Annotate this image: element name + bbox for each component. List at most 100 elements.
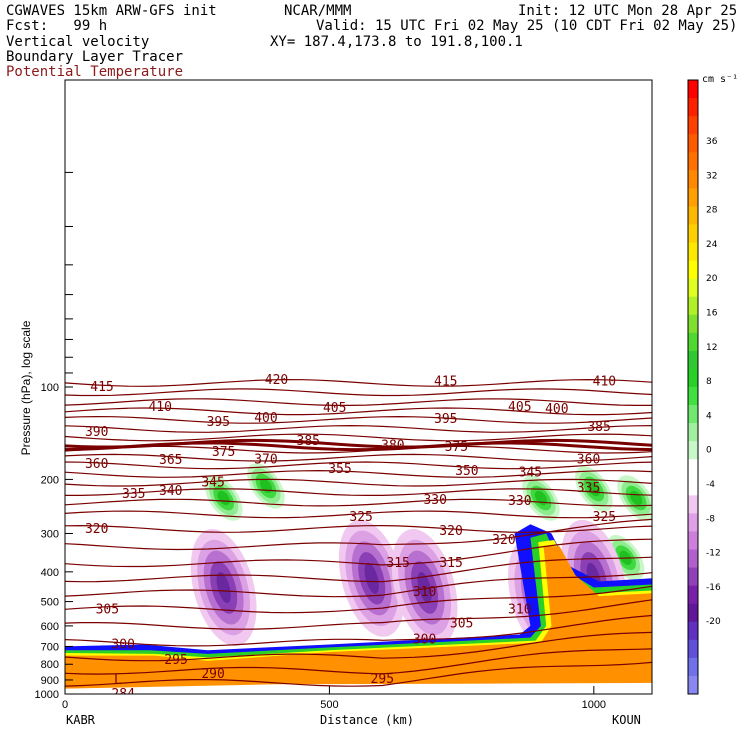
colorbar-swatch <box>688 134 698 153</box>
colorbar-swatch <box>688 350 698 370</box>
theta-label: 365 <box>159 453 182 468</box>
theta-isentrope <box>65 445 652 454</box>
colorbar-swatch <box>688 314 698 334</box>
colorbar-unit: cm s⁻¹ <box>702 74 739 85</box>
colorbar-swatch <box>688 260 698 280</box>
theta-label: 350 <box>455 464 478 479</box>
colorbar-swatch <box>688 531 698 551</box>
vv-downdraft-cell <box>364 562 379 594</box>
colorbar-swatch <box>688 152 698 171</box>
theta-isentrope <box>65 378 652 387</box>
colorbar-swatch <box>688 621 698 641</box>
colorbar-swatch <box>688 405 698 424</box>
right-endpoint: KOUN <box>612 713 641 727</box>
theta-label: 320 <box>439 524 462 539</box>
theta-label: 315 <box>386 556 409 571</box>
colorbar-label: -4 <box>706 480 715 490</box>
theta-isentrope <box>65 398 652 406</box>
y-tick-label: 700 <box>41 641 59 653</box>
theta-label: 325 <box>349 510 372 525</box>
theta-isentrope <box>65 433 652 442</box>
theta-isentrope <box>65 585 652 614</box>
terrain-ground <box>65 682 652 694</box>
y-tick-label: 400 <box>41 567 59 579</box>
theta-label: 405 <box>323 401 346 416</box>
colorbar-label: 28 <box>706 206 718 216</box>
theta-label: 370 <box>254 452 277 467</box>
theta-label: 295 <box>164 653 187 668</box>
theta-isentrope <box>65 478 652 487</box>
colorbar-label: -20 <box>706 617 721 627</box>
colorbar-swatch <box>688 585 698 605</box>
tracer-plume-core <box>65 546 652 694</box>
colorbar-swatch <box>688 332 698 352</box>
theta-isentrope <box>65 614 652 647</box>
y-tick-label: 600 <box>41 621 59 633</box>
colorbar-swatch <box>688 477 698 496</box>
colorbar-swatch <box>688 603 698 623</box>
header-valid: Valid: 15 UTC Fri 02 May 25 (10 CDT Fri … <box>316 18 738 34</box>
y-axis-label: Pressure (hPa), log scale <box>19 320 33 455</box>
colorbar-label: 20 <box>706 274 718 284</box>
theta-label: 380 <box>381 438 404 453</box>
theta-isentrope <box>65 631 652 662</box>
theta-isentrope <box>65 441 652 452</box>
theta-isentrope <box>65 648 652 675</box>
y-tick-label: 500 <box>41 597 59 609</box>
theta-label: L <box>114 673 122 688</box>
theta-isentrope <box>65 424 652 433</box>
x-axis-label: Distance (km) <box>320 713 414 727</box>
theta-label: 320 <box>492 533 515 548</box>
theta-isentrope <box>65 453 652 462</box>
theta-label: 305 <box>450 617 473 632</box>
theta-label: 300 <box>111 638 134 653</box>
theta-isentrope <box>65 469 652 478</box>
colorbar-swatch <box>688 657 698 677</box>
theta-label: 310 <box>413 585 436 600</box>
theta-isentrope <box>65 498 652 507</box>
theta-label: 400 <box>254 411 277 426</box>
theta-label: 345 <box>519 466 542 481</box>
colorbar-swatch <box>688 170 698 189</box>
colorbar-swatch <box>688 278 698 298</box>
theta-isentrope <box>65 524 652 533</box>
theta-label: 400 <box>545 402 568 417</box>
header-field-theta: Potential Temperature <box>6 64 184 80</box>
vv-downdraft-cell <box>417 572 432 604</box>
colorbar-swatch <box>688 513 698 532</box>
colorbar-label: 4 <box>706 411 712 421</box>
theta-isentrope <box>65 556 652 583</box>
colorbar-swatch <box>688 224 698 244</box>
colorbar-swatch <box>688 495 698 514</box>
theta-label: 385 <box>587 420 610 435</box>
theta-isentrope <box>65 538 652 568</box>
colorbar-label: -12 <box>706 549 721 559</box>
theta-label: 410 <box>148 400 171 415</box>
colorbar-swatch <box>688 423 698 442</box>
theta-label: 385 <box>297 434 320 449</box>
colorbar-label: 36 <box>706 137 718 147</box>
theta-label: 410 <box>593 375 616 390</box>
theta-label: 315 <box>439 556 462 571</box>
theta-label: 284 <box>111 687 135 702</box>
colorbar-swatch <box>688 98 698 117</box>
theta-isentrope <box>65 388 652 397</box>
colorbar-swatch <box>688 242 698 262</box>
header-fcst: Fcst: 99 h <box>6 18 108 34</box>
theta-label: 320 <box>85 522 108 537</box>
colorbar-swatch <box>688 368 698 388</box>
header-org: NCAR/MMM <box>284 3 352 19</box>
left-endpoint: KABR <box>66 713 95 727</box>
header-field-vv: Vertical velocity <box>6 34 150 50</box>
theta-label: 340 <box>159 484 182 499</box>
theta-label: 360 <box>85 457 108 472</box>
y-tick-label: 1000 <box>35 689 59 701</box>
y-tick-label: 800 <box>41 659 59 671</box>
theta-label: 375 <box>212 445 235 460</box>
colorbar-swatch <box>688 296 698 316</box>
theta-label: 375 <box>445 440 468 455</box>
colorbar-swatch <box>688 441 698 460</box>
theta-label: 395 <box>207 415 230 430</box>
colorbar-label: 12 <box>706 343 717 353</box>
